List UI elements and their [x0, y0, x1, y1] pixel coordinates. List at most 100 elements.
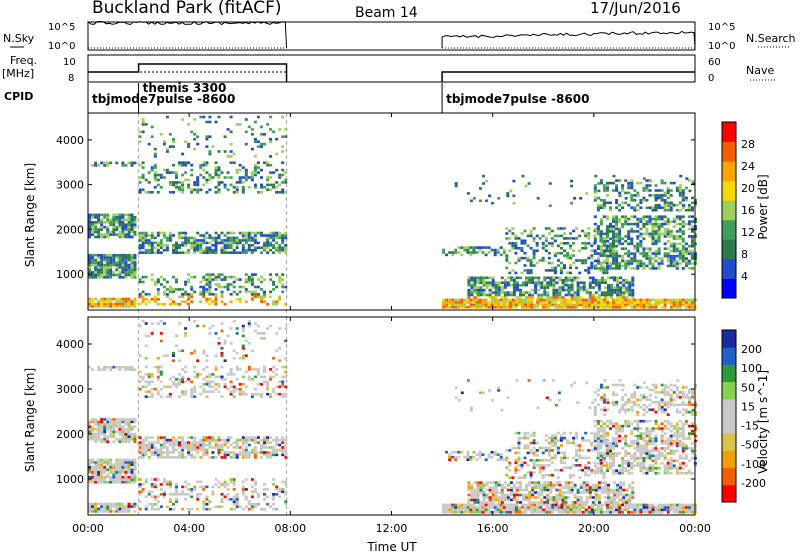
- range-cell: [124, 258, 128, 262]
- range-cell: [520, 476, 524, 479]
- range-cell: [172, 451, 175, 454]
- range-cell: [566, 242, 569, 245]
- range-cell: [575, 259, 579, 262]
- range-cell: [615, 298, 619, 302]
- range-cell: [127, 471, 131, 474]
- range-cell: [238, 368, 242, 371]
- range-cell: [524, 511, 527, 514]
- range-cell: [112, 418, 116, 421]
- range-cell: [559, 456, 563, 460]
- range-cell: [525, 283, 528, 287]
- range-cell: [542, 508, 546, 512]
- range-cell: [564, 288, 568, 292]
- range-cell: [618, 220, 622, 223]
- range-cell: [454, 184, 458, 188]
- range-cell: [202, 488, 206, 491]
- range-cell: [253, 246, 257, 250]
- range-cell: [509, 486, 513, 489]
- colorbar-swatch: [722, 200, 736, 221]
- range-cell: [88, 505, 91, 508]
- range-cell: [633, 208, 637, 212]
- range-cell: [490, 503, 494, 507]
- range-cell: [165, 248, 169, 252]
- range-cell: [544, 227, 548, 230]
- range-cell: [165, 239, 169, 242]
- range-cell: [223, 456, 227, 459]
- range-cell: [514, 303, 518, 307]
- range-cell: [235, 502, 239, 506]
- range-cell: [196, 446, 200, 449]
- range-cell: [263, 246, 266, 250]
- range-cell: [606, 503, 609, 507]
- range-cell: [208, 390, 212, 393]
- range-cell: [596, 230, 600, 233]
- range-cell: [199, 446, 203, 449]
- range-cell: [479, 501, 483, 504]
- range-cell: [112, 365, 116, 369]
- range-cell: [275, 273, 279, 276]
- range-cell: [133, 223, 137, 226]
- range-cell: [196, 493, 200, 496]
- range-cell: [499, 246, 503, 249]
- range-cell: [172, 145, 175, 148]
- range-cell: [559, 246, 563, 250]
- range-cell: [211, 293, 215, 296]
- range-cell: [590, 449, 594, 452]
- range-cell: [526, 234, 530, 238]
- range-cell: [564, 486, 568, 489]
- range-cell: [666, 503, 670, 507]
- range-cell: [205, 120, 209, 124]
- range-cell: [253, 285, 257, 289]
- range-cell: [627, 254, 631, 258]
- range-cell: [531, 296, 535, 299]
- range-cell: [470, 288, 474, 292]
- range-cell: [621, 303, 625, 307]
- range-cell: [133, 221, 137, 224]
- range-cell: [642, 508, 646, 512]
- range-cell: [187, 161, 191, 164]
- range-cell: [660, 511, 664, 514]
- range-cell: [284, 395, 288, 398]
- range-cell: [178, 349, 181, 353]
- range-cell: [681, 220, 685, 223]
- range-cell: [602, 259, 606, 263]
- range-cell: [220, 347, 224, 350]
- range-cell: [522, 281, 525, 284]
- range-cell: [584, 456, 588, 460]
- range-cell: [576, 283, 580, 287]
- range-cell: [178, 186, 181, 189]
- range-cell: [578, 449, 582, 452]
- range-cell: [606, 240, 609, 243]
- range-cell: [232, 385, 236, 389]
- range-cell: [496, 301, 500, 304]
- range-cell: [187, 295, 191, 299]
- range-cell: [284, 453, 288, 457]
- range-cell: [522, 293, 525, 297]
- range-cell: [526, 444, 530, 447]
- range-cell: [540, 281, 544, 284]
- range-cell: [630, 199, 634, 202]
- range-cell: [630, 186, 634, 190]
- range-cell: [253, 234, 257, 237]
- range-cell: [109, 271, 113, 274]
- range-cell: [588, 283, 592, 287]
- range-cell: [454, 298, 458, 302]
- range-cell: [127, 480, 131, 484]
- range-cell: [576, 488, 580, 492]
- range-cell: [559, 436, 563, 440]
- range-cell: [666, 222, 670, 226]
- range-cell: [551, 298, 555, 302]
- range-cell: [97, 458, 101, 462]
- range-cell: [451, 298, 455, 302]
- range-cell: [208, 246, 212, 250]
- range-cell: [112, 435, 116, 438]
- range-cell: [505, 227, 509, 230]
- range-cell: [609, 225, 612, 228]
- range-cell: [202, 251, 206, 254]
- range-cell: [112, 305, 116, 308]
- range-cell: [451, 450, 455, 454]
- range-cell: [491, 278, 495, 282]
- range-cell: [606, 225, 609, 228]
- range-cell: [138, 490, 142, 494]
- range-cell: [573, 291, 577, 294]
